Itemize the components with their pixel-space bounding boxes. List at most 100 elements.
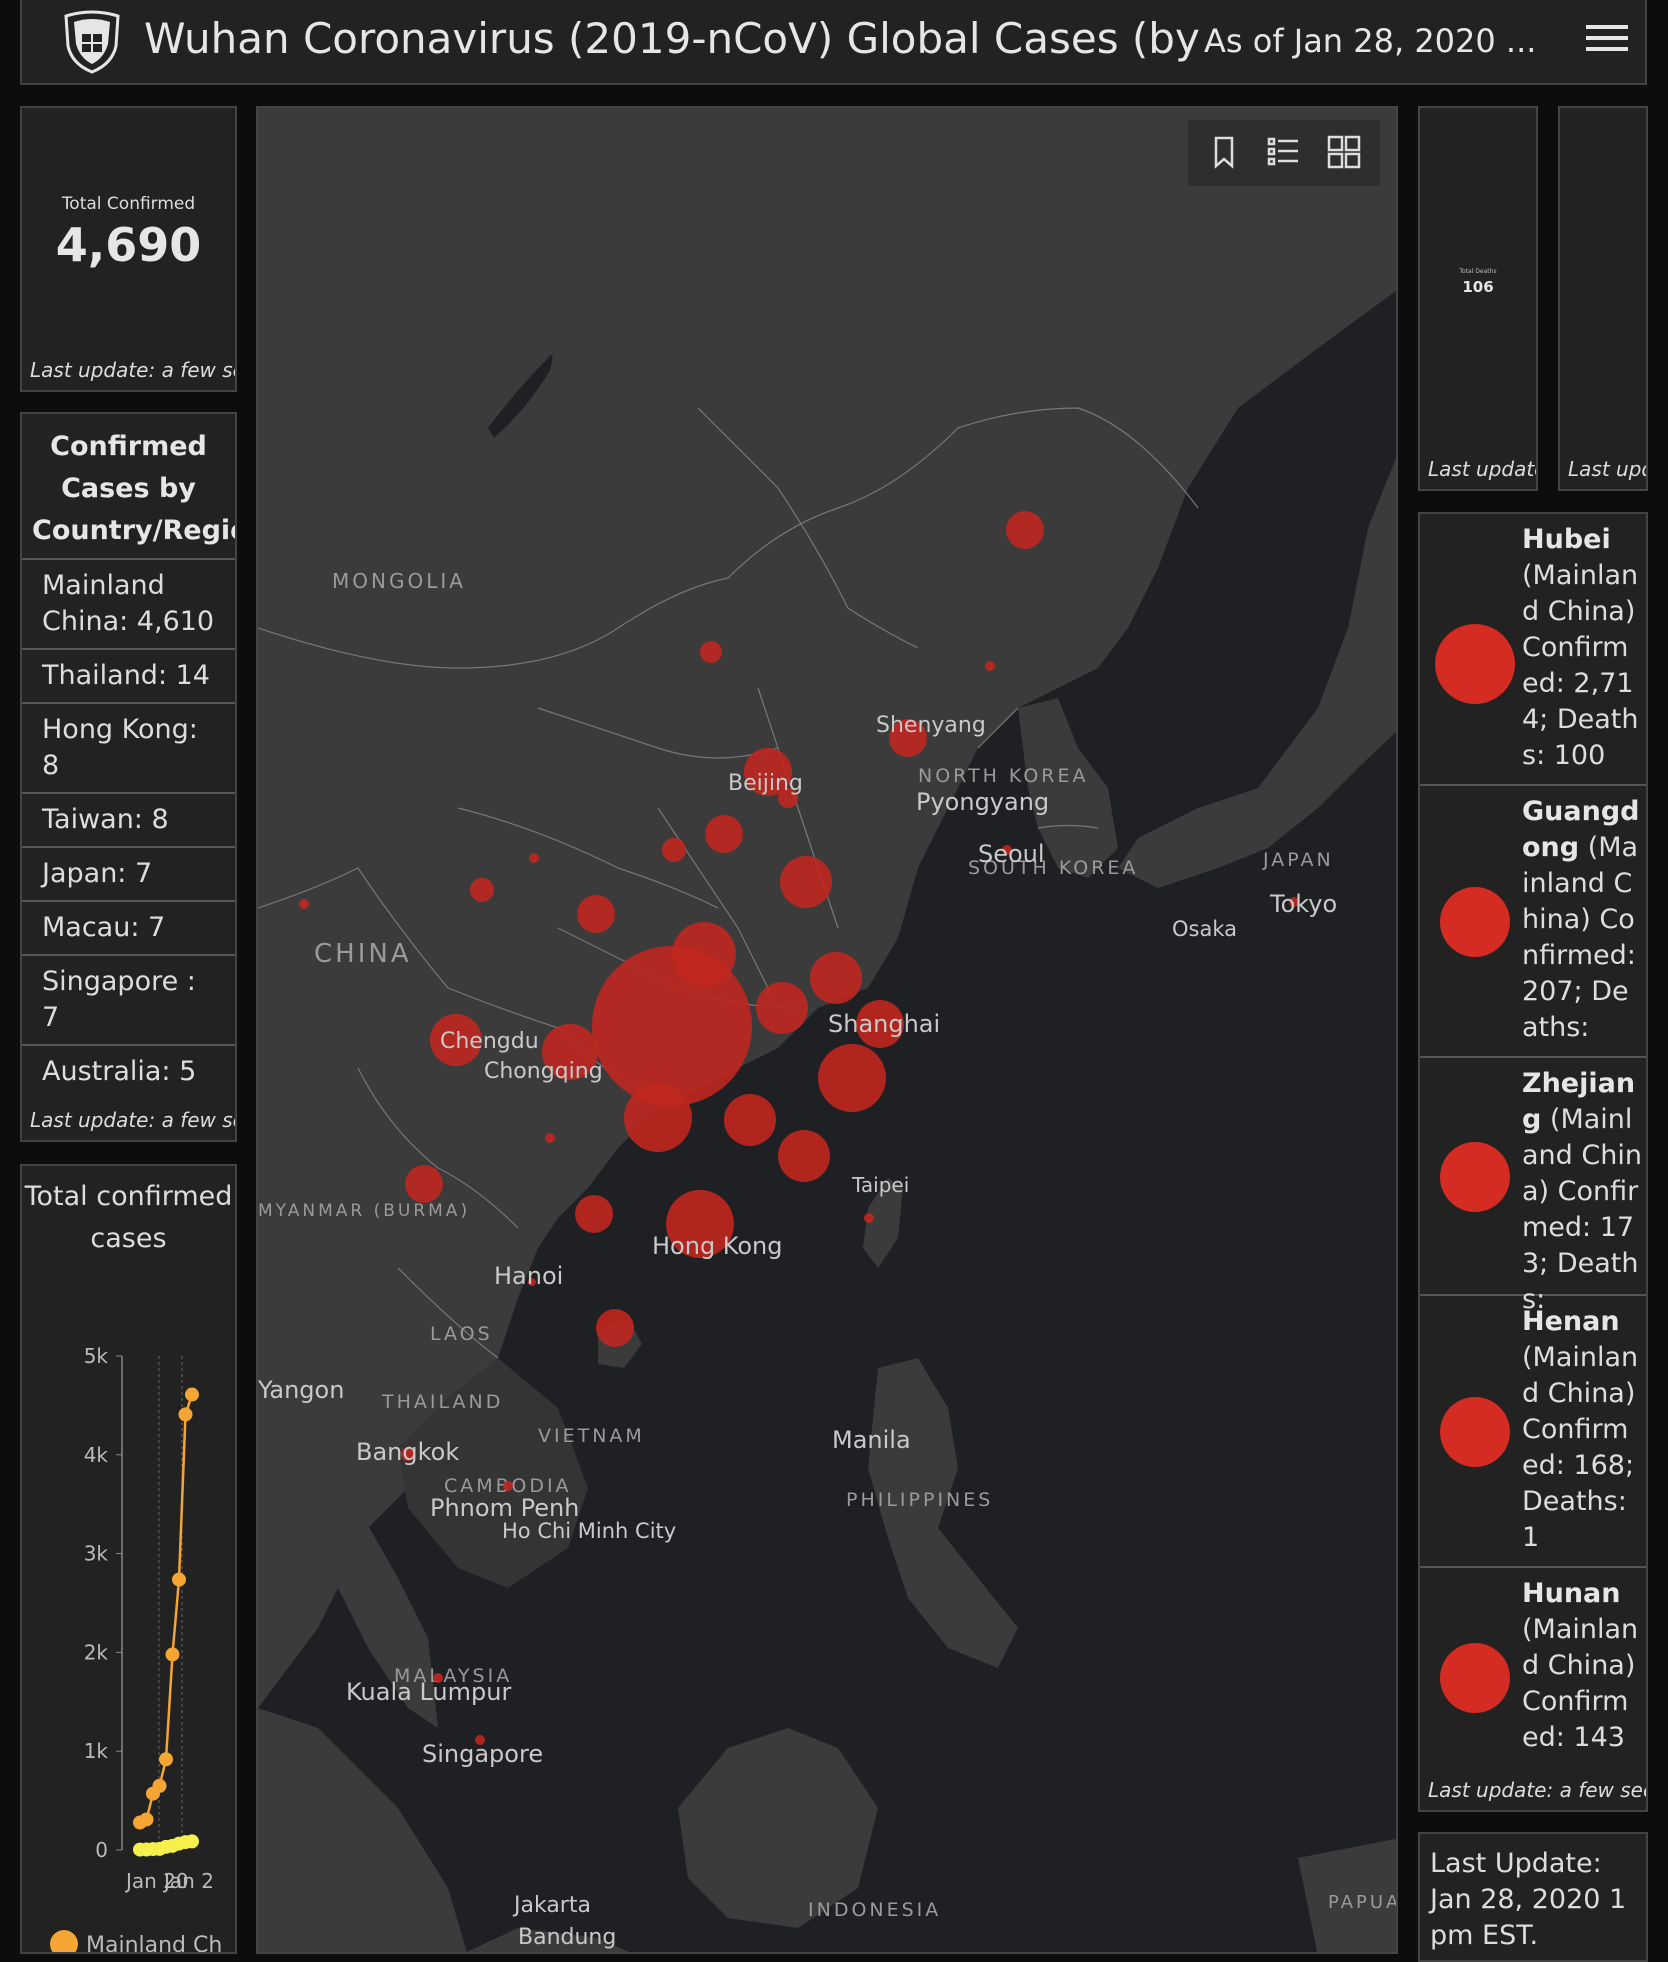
case-circle [1002,845,1012,855]
country-list-item[interactable]: Singapore : 7 [22,954,235,1044]
case-circle [430,1014,482,1066]
map-label-thailand: THAILAND [381,1391,503,1413]
case-circle [503,1481,513,1491]
chart-y-tick-label: 2k [84,1640,109,1664]
case-circle [662,838,686,862]
chart-point[interactable] [185,1834,199,1849]
legend-list-icon[interactable] [1266,134,1302,170]
chart-point[interactable] [159,1752,173,1767]
total-confirmed-panel: Total Confirmed 4,690 Last update: a few… [20,106,237,392]
indochina-coast-land [398,1358,588,1588]
case-circle-zhejiang [818,1044,886,1112]
korean-peninsula-land [1018,698,1118,878]
map-canvas[interactable]: MONGOLIA CHINA NORTH KOREA SOUTH KOREA J… [258,108,1398,1954]
city-chongqing: Chongqing [484,1059,603,1084]
city-jakarta: Jakarta [512,1893,591,1918]
baikal-lake [488,354,553,438]
province-details: (Mainland China) Confirmed: 143 [1522,1614,1639,1753]
philippines-land [868,1358,1018,1668]
province-case-dot [1440,887,1510,957]
case-circle-guangdong [666,1190,734,1258]
province-details: (Mainland China) Confirmed: 207; Deaths: [1522,832,1639,1043]
case-circle [529,853,539,863]
total-deaths-label: Total Deaths [1459,268,1497,275]
chart-point[interactable] [185,1387,199,1402]
chart-point[interactable] [178,1407,193,1422]
map-label-vietnam: VIETNAM [538,1425,645,1447]
map-label-japan: JAPAN [1262,849,1334,871]
case-circle [744,748,792,796]
province-list-item[interactable]: Zhejiang (Mainland China) Confirmed: 173… [1420,1058,1646,1315]
city-beijing: Beijing [728,771,803,796]
map-view[interactable]: MONGOLIA CHINA NORTH KOREA SOUTH KOREA J… [256,106,1398,1954]
total-confirmed-value: 4,690 [55,218,202,272]
case-circles [299,511,1299,1745]
country-list-item[interactable]: Taiwan: 8 [22,792,235,846]
hamburger-menu-icon[interactable] [1582,18,1632,62]
city-kuala-lumpur: Kuala Lumpur [346,1678,511,1706]
case-circle [401,1447,415,1461]
province-list-panel[interactable]: Hubei (Mainland China) Confirmed: 2,714;… [1418,512,1648,1812]
case-circle [596,1309,634,1347]
case-circle [856,1000,904,1048]
country-list-panel: Confirmed Cases by Country/Region Mainla… [20,412,237,1142]
city-seoul: Seoul [978,840,1045,868]
province-list-item[interactable]: Guangdong (Mainland China) Confirmed: 20… [1420,786,1646,1058]
province-details: (Mainland China) Confirmed: 2,714; Death… [1522,560,1639,771]
total-recovered-panel: Last upd [1558,106,1648,491]
country-list-item[interactable]: Macau: 7 [22,900,235,954]
map-label-mongolia: MONGOLIA [332,569,466,593]
case-circle [624,1084,692,1152]
province-details: (Mainland China) Confirmed: 168; Deaths:… [1522,1342,1639,1553]
last-update-text: Last update: a few se [22,1108,235,1140]
case-circle [475,1735,485,1745]
province-list-item[interactable]: Hunan (Mainland China) Confirmed: 143 [1420,1568,1646,1788]
map-label-south-korea: SOUTH KOREA [968,857,1138,879]
map-toolbar [1188,120,1380,186]
province-text: Zhejiang (Mainland China) Confirmed: 173… [1522,1066,1642,1318]
province-list-item[interactable]: Hubei (Mainland China) Confirmed: 2,714;… [1420,514,1646,786]
country-list-item[interactable]: Hong Kong: 8 [22,702,235,792]
as-of-date[interactable]: As of Jan 28, 2020 ... [1204,22,1537,60]
country-list-item[interactable]: Mainland China: 4,610 [22,558,235,648]
total-confirmed-label: Total Confirmed [61,194,196,214]
map-label-indonesia: INDONESIA [808,1899,941,1921]
chart-point[interactable] [139,1812,154,1827]
chart-x-tick-label: Jan 2 [162,1869,214,1893]
country-list-item[interactable]: Thailand: 14 [22,648,235,702]
basemap-gallery-icon[interactable] [1326,134,1362,170]
country-list-item[interactable]: Australia: 5 [22,1044,235,1098]
chart-y-tick-label: 5k [84,1344,109,1368]
total-deaths-panel: Total Deaths 106 Last update [1418,106,1538,491]
case-circle [542,1024,598,1080]
city-phnom-penh: Phnom Penh [430,1494,579,1522]
province-case-dot [1440,1397,1510,1467]
chart-title: Total confirmed cases [24,1181,233,1254]
province-name: Henan [1522,1306,1620,1337]
city-singapore: Singapore [422,1740,543,1768]
map-label-malaysia: MALAYSIA [394,1665,512,1687]
country-list-item[interactable]: Japan: 7 [22,846,235,900]
province-list-item[interactable]: Henan (Mainland China) Confirmed: 168; D… [1420,1296,1646,1568]
map-label-myanmar: MYANMAR (BURMA) [258,1201,470,1221]
bookmark-icon[interactable] [1206,134,1242,170]
last-update-text: Last update: a few sec [1420,1778,1646,1810]
province-name: Guangdong [1522,796,1640,863]
chart-point[interactable] [172,1572,186,1587]
university-shield-logo [64,10,120,74]
city-shanghai: Shanghai [828,1010,940,1038]
city-yangon: Yangon [258,1376,344,1404]
chart-point[interactable] [165,1647,180,1662]
last-update-text: Last upd [1568,457,1648,481]
country-list[interactable]: Mainland China: 4,610 Thailand: 14 Hong Ko… [22,558,235,1098]
case-circle [299,899,309,909]
province-details: (Mainland China) Confirmed: 173; Deaths: [1522,1104,1642,1315]
total-deaths-value: 106 [1462,278,1494,296]
province-name: Zhejiang [1522,1068,1636,1135]
chart-point[interactable] [152,1778,167,1793]
chart-legend-label: Mainland Ch [86,1933,222,1954]
city-shenyang: Shenyang [876,713,986,738]
province-name: Hunan [1522,1578,1621,1609]
map-label-north-korea: NORTH KOREA [918,765,1089,787]
